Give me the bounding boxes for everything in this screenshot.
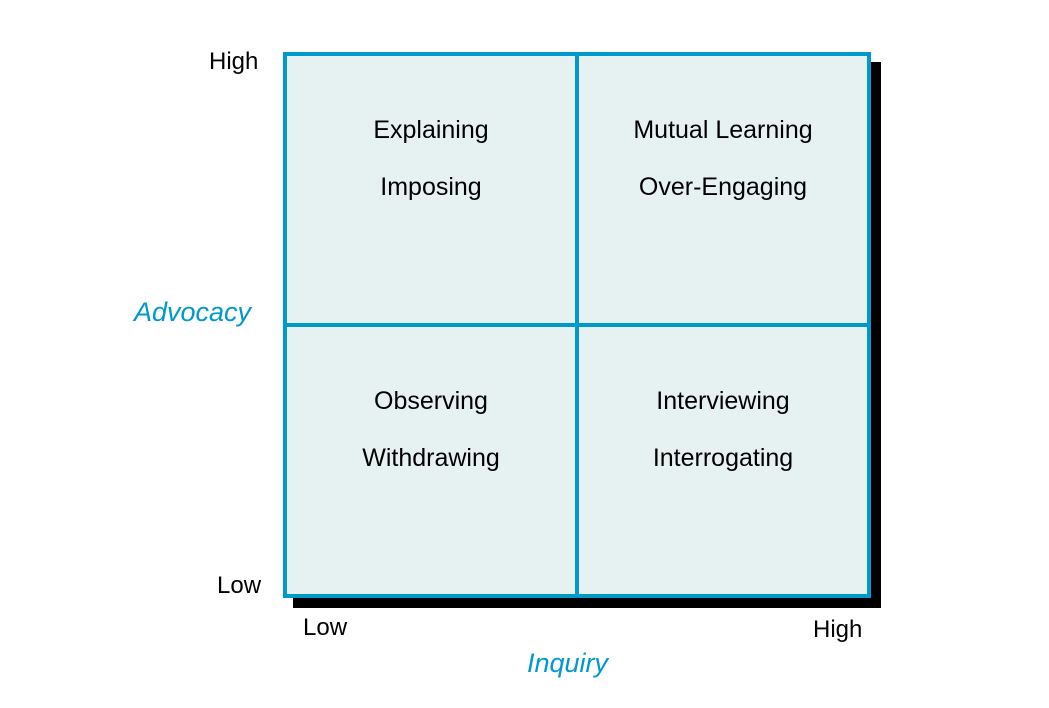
quadrant-bottom-right: Interviewing Interrogating (579, 327, 867, 594)
quadrant-bottom-right-line1: Interviewing (656, 387, 789, 416)
quadrant-bottom-left: Observing Withdrawing (287, 327, 575, 594)
matrix-box: Explaining Imposing Mutual Learning Over… (283, 52, 871, 598)
quadrant-bottom-left-line1: Observing (374, 387, 488, 416)
quadrant-top-left-line1: Explaining (373, 116, 488, 145)
diagram-canvas: Explaining Imposing Mutual Learning Over… (0, 0, 1049, 708)
quadrant-top-right: Mutual Learning Over-Engaging (579, 56, 867, 323)
quadrant-top-left: Explaining Imposing (287, 56, 575, 323)
quadrant-bottom-right-line2: Interrogating (653, 444, 793, 473)
x-axis-high-label: High (813, 616, 862, 644)
quadrant-top-right-line1: Mutual Learning (633, 116, 812, 145)
quadrant-top-right-line2: Over-Engaging (639, 173, 807, 202)
quadrant-bottom-left-line2: Withdrawing (362, 444, 500, 473)
y-axis-high-label: High (209, 48, 258, 76)
x-axis-label: Inquiry (527, 648, 608, 679)
y-axis-low-label: Low (217, 572, 261, 600)
quadrant-top-left-line2: Imposing (380, 173, 481, 202)
y-axis-label: Advocacy (134, 297, 251, 328)
x-axis-low-label: Low (303, 614, 347, 642)
